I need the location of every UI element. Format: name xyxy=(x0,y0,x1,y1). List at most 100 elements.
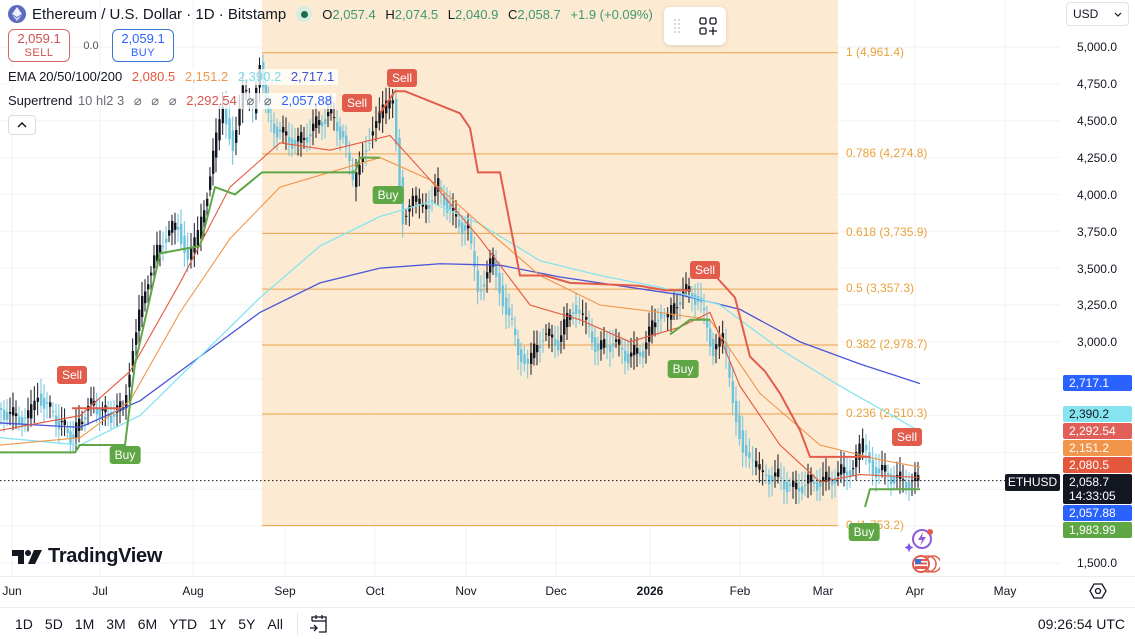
chart-settings-icon[interactable] xyxy=(1089,582,1107,600)
candle-body xyxy=(630,352,633,357)
candle-body xyxy=(908,481,911,490)
ema50-line xyxy=(0,156,921,468)
candle-body xyxy=(861,438,865,453)
time-axis[interactable]: Jun Jul Aug Sep Oct Nov Dec 2026 Feb Mar… xyxy=(0,576,1135,606)
buy-signal-label[interactable]: Buy xyxy=(109,446,141,464)
price-label: 4,750.0 xyxy=(1076,77,1117,91)
time-label: Jul xyxy=(92,584,108,598)
us-flag-event-icon[interactable] xyxy=(912,555,942,573)
candle-body xyxy=(434,187,437,196)
currency-select[interactable]: USD xyxy=(1066,2,1129,26)
range-6m-button[interactable]: 6M xyxy=(137,615,158,632)
candle-body xyxy=(72,434,75,439)
candle-body xyxy=(144,291,147,304)
candle-body xyxy=(501,285,505,307)
candle-body xyxy=(609,344,612,353)
change-value: +1.9 (+0.09%) xyxy=(570,6,653,22)
ema-indicator-legend[interactable]: EMA 20/50/100/200 2,080.5 2,151.2 2,390.… xyxy=(8,69,339,85)
candle-body xyxy=(807,474,810,484)
sell-signal-label[interactable]: Sell xyxy=(341,94,373,112)
candle-body xyxy=(492,254,495,267)
supertrend-up-value: 2,292.54 xyxy=(186,93,237,108)
candle-body xyxy=(327,111,330,117)
candle-body xyxy=(831,478,834,486)
candle-body xyxy=(36,397,40,402)
candle-body xyxy=(846,471,849,476)
buy-button[interactable]: 2,059.1 BUY xyxy=(112,29,174,62)
candle-body xyxy=(536,345,539,353)
chart-pane[interactable]: Ethereum / U.S. Dollar · 1D · Bitstamp O… xyxy=(0,0,1060,576)
candle-body xyxy=(709,328,712,347)
candle-body xyxy=(333,117,336,119)
candle-body xyxy=(878,468,881,474)
candle-body xyxy=(645,342,648,350)
range-5y-button[interactable]: 5Y xyxy=(238,615,256,632)
candle-body xyxy=(336,122,339,132)
range-5d-button[interactable]: 5D xyxy=(44,615,63,632)
close-key: C xyxy=(508,6,518,22)
range-all-button[interactable]: All xyxy=(267,615,283,632)
na-icon: ⌀ xyxy=(246,93,255,108)
object-tree-widget[interactable] xyxy=(664,7,726,45)
candle-body xyxy=(171,221,174,233)
utc-clock[interactable]: 09:26:54 UTC xyxy=(1037,615,1125,632)
candle-body xyxy=(828,477,831,481)
range-1y-button[interactable]: 1Y xyxy=(209,615,227,632)
fib-level-label: 1 (4,961.4) xyxy=(846,44,905,59)
add-widget-icon[interactable] xyxy=(699,17,717,35)
sell-button[interactable]: 2,059.1 SELL xyxy=(8,29,70,62)
symbol-title[interactable]: Ethereum / U.S. Dollar · 1D · Bitstamp xyxy=(32,5,287,23)
candle-body xyxy=(464,225,467,231)
low-value: 2,040.9 xyxy=(455,6,499,22)
candle-body xyxy=(159,244,162,254)
sell-signal-label[interactable]: Sell xyxy=(56,366,88,384)
price-axis[interactable]: 5,000.0 4,750.0 4,500.0 4,250.0 4,000.0 … xyxy=(1060,0,1135,576)
sell-signal-label[interactable]: Sell xyxy=(386,69,418,87)
candle-body xyxy=(391,100,395,104)
candle-body xyxy=(840,464,843,475)
open-value: 2,057.4 xyxy=(332,6,376,22)
tradingview-logo[interactable]: TradingView xyxy=(12,545,162,568)
candle-body xyxy=(119,401,122,412)
price-chart[interactable] xyxy=(0,0,1060,576)
candle-body xyxy=(221,107,225,124)
buy-signal-label[interactable]: Buy xyxy=(667,360,699,378)
candle-body xyxy=(639,352,642,357)
buy-signal-label[interactable]: Buy xyxy=(848,523,880,541)
range-ytd-button[interactable]: YTD xyxy=(169,615,198,632)
collapse-legend-button[interactable] xyxy=(8,115,36,135)
candle-body xyxy=(15,413,18,417)
sell-signal-label[interactable]: Sell xyxy=(689,261,721,279)
candle-body xyxy=(798,487,801,492)
ema100-price-tag: 2,390.2 xyxy=(1063,406,1132,422)
candle-body xyxy=(300,132,303,143)
candle-body xyxy=(855,452,858,468)
price-label: 5,000.0 xyxy=(1076,40,1117,54)
candle-body xyxy=(758,464,761,470)
candle-body xyxy=(657,319,660,322)
open-key: O xyxy=(322,6,333,22)
go-to-date-icon[interactable] xyxy=(308,613,330,635)
buy-signal-label[interactable]: Buy xyxy=(372,186,404,204)
candle-body xyxy=(203,210,206,223)
lightning-event-icon[interactable] xyxy=(904,529,934,552)
drag-handle-icon[interactable] xyxy=(673,18,681,34)
market-status-icon[interactable] xyxy=(296,6,313,22)
candle-body xyxy=(768,475,771,485)
candle-body xyxy=(706,318,709,328)
candle-body xyxy=(95,407,99,415)
sell-signal-label[interactable]: Sell xyxy=(891,428,923,446)
range-3m-button[interactable]: 3M xyxy=(106,615,126,632)
candle-body xyxy=(508,307,511,316)
candle-body xyxy=(783,479,786,490)
candle-body xyxy=(40,393,43,406)
event-icons[interactable] xyxy=(904,528,942,576)
candle-body xyxy=(0,408,3,411)
candle-body xyxy=(467,224,470,229)
candle-body xyxy=(183,235,186,253)
range-1m-button[interactable]: 1M xyxy=(74,615,95,632)
supertrend-indicator-legend[interactable]: Supertrend 10 hl2 3 ⌀ ⌀ ⌀ 2,292.54 ⌀ ⌀ 2… xyxy=(8,93,336,109)
range-1d-button[interactable]: 1D xyxy=(15,615,33,632)
candle-body xyxy=(90,398,93,404)
candle-body xyxy=(141,296,144,318)
